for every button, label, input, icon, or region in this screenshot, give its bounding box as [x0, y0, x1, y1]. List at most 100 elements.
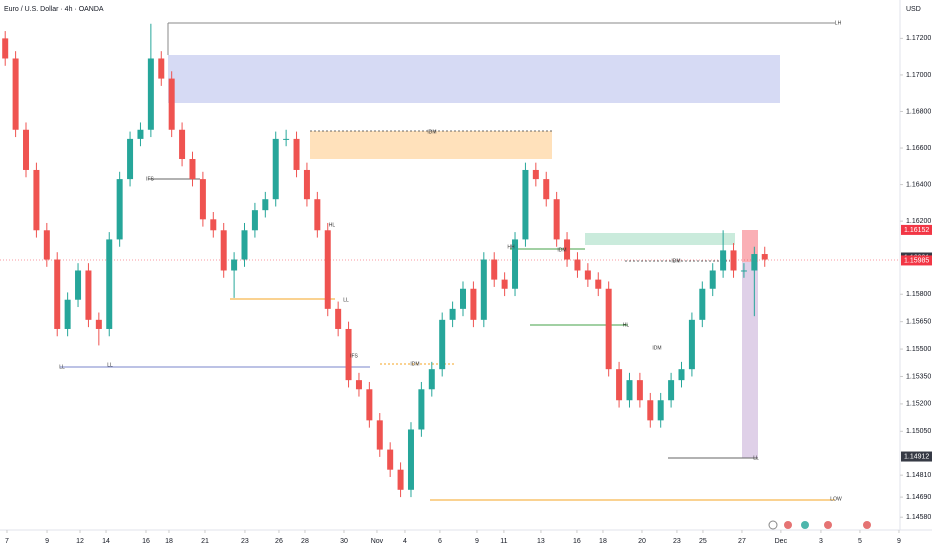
candle-body: [168, 78, 175, 130]
candle-body: [95, 319, 102, 329]
candle-body: [127, 138, 134, 180]
y-tick-label: 1.17200: [906, 35, 931, 42]
y-tick-label: 1.14810: [906, 472, 931, 479]
candle-body: [335, 308, 342, 329]
x-tick-label: 23: [241, 538, 249, 545]
candle-body: [636, 380, 643, 401]
x-tick-label: 18: [599, 538, 607, 545]
supply-zone: [310, 131, 552, 159]
x-tick-label: 23: [673, 538, 681, 545]
event-icon[interactable]: [824, 521, 832, 529]
y-tick-label: 1.16600: [906, 145, 931, 152]
candle-body: [179, 129, 186, 159]
annotation: IDM: [557, 247, 566, 253]
candle-body: [75, 270, 82, 300]
candle-body: [303, 169, 310, 200]
x-tick-label: 9: [897, 538, 901, 545]
y-tick-label: 1.14580: [906, 514, 931, 521]
candle-body: [730, 250, 737, 271]
x-tick-label: 21: [201, 538, 209, 545]
candle-body: [366, 389, 373, 421]
price-label-box: [901, 224, 932, 235]
candle-body: [709, 270, 716, 289]
candle-body: [324, 230, 331, 309]
x-tick-label: 12: [76, 538, 84, 545]
x-tick-label: Dec: [775, 538, 788, 545]
candle-body: [605, 288, 612, 370]
candle-body: [116, 179, 123, 240]
candle-body: [158, 58, 165, 79]
event-icon[interactable]: [768, 520, 778, 530]
candle-body: [428, 369, 435, 390]
candle-body: [262, 199, 269, 211]
price-axis: [900, 0, 932, 550]
event-icon[interactable]: [801, 521, 809, 529]
y-tick-label: 1.15800: [906, 291, 931, 298]
candle-body: [740, 270, 747, 272]
candle-body: [314, 199, 321, 231]
x-tick-label: 7: [5, 538, 9, 545]
candle-body: [2, 38, 9, 59]
candle-body: [106, 239, 113, 329]
price-label: 1.16152: [904, 227, 929, 234]
demand-zone: [585, 233, 735, 245]
candle-body: [647, 400, 654, 421]
x-tick-label: 26: [275, 538, 283, 545]
candle-body: [33, 169, 40, 231]
x-tick-label: 25: [699, 538, 707, 545]
candle-body: [293, 138, 300, 170]
annotation: LL: [107, 362, 113, 368]
x-tick-label: 11: [500, 538, 507, 545]
y-tick-label: 1.15350: [906, 373, 931, 380]
candle-body: [439, 319, 446, 370]
annotation: IFS: [350, 353, 358, 359]
x-tick-label: 27: [738, 538, 746, 545]
candle-body: [220, 230, 227, 271]
x-tick-label: 6: [438, 538, 442, 545]
annotation: HL: [329, 222, 336, 228]
x-tick-label: 3: [819, 538, 823, 545]
x-tick-label: 16: [573, 538, 581, 545]
annotation: IDM: [671, 258, 680, 264]
annotation: IFS: [146, 176, 154, 182]
candle-body: [387, 449, 394, 470]
candle-body: [407, 429, 414, 490]
event-icon[interactable]: [863, 521, 871, 529]
candle-body: [43, 230, 50, 260]
candle-body: [460, 288, 467, 309]
candle-body: [199, 179, 206, 220]
x-tick-label: Nov: [371, 538, 384, 545]
candle-body: [699, 288, 706, 320]
candle-body: [616, 369, 623, 401]
candle-body: [12, 58, 19, 130]
candle-body: [54, 259, 61, 329]
annotation: LOW: [830, 496, 842, 502]
candle-body: [657, 400, 664, 421]
candle-body: [564, 239, 571, 260]
currency: USD: [906, 6, 921, 13]
x-tick-label: 14: [102, 538, 110, 545]
target-zone: [742, 262, 758, 458]
x-tick-label: 30: [340, 538, 348, 545]
x-tick-label: 9: [475, 538, 479, 545]
annotation: IDM: [410, 361, 419, 367]
price-label-box: [901, 451, 932, 462]
annotation: HL: [623, 322, 630, 328]
x-tick-label: 13: [537, 538, 545, 545]
candle-body: [189, 159, 196, 180]
annotation: LL: [343, 297, 349, 303]
y-tick-label: 1.14690: [906, 494, 931, 501]
event-icon[interactable]: [784, 521, 792, 529]
candle-body: [283, 138, 290, 140]
candle-body: [751, 254, 758, 271]
x-tick-label: 16: [142, 538, 150, 545]
annotation: LL: [753, 455, 759, 461]
candle-body: [574, 259, 581, 271]
candle-body: [251, 210, 258, 231]
event-icons: [768, 520, 871, 530]
candle-body: [688, 319, 695, 370]
candle-body: [449, 308, 456, 320]
candle-body: [480, 259, 487, 320]
